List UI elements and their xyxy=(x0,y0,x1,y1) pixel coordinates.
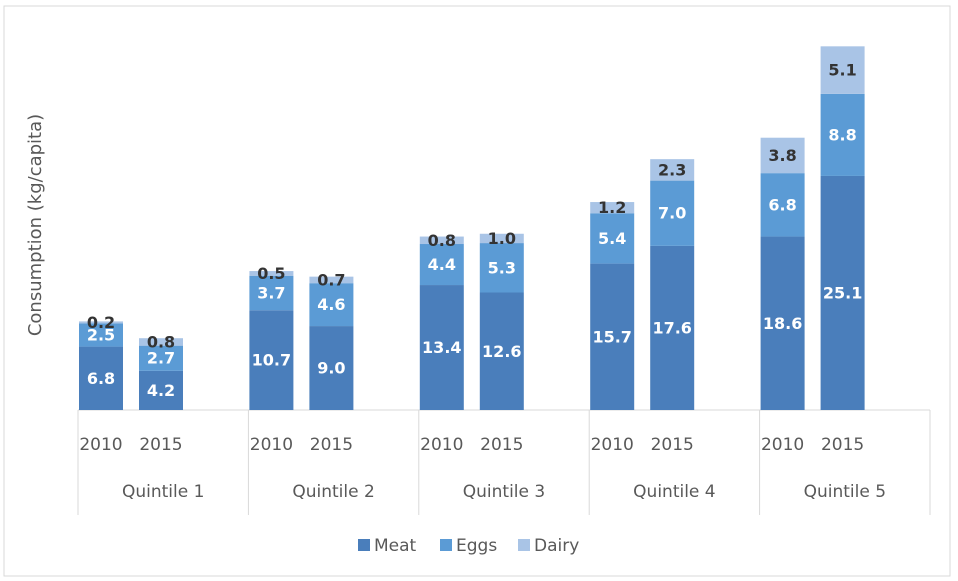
data-label: 5.4 xyxy=(598,229,626,248)
bar-segment xyxy=(590,202,635,214)
bar-segment xyxy=(650,245,695,410)
x-tick-label: 2010 xyxy=(250,435,293,455)
bar-segment xyxy=(419,244,464,286)
data-label: 4.2 xyxy=(147,381,175,400)
data-label: 1.0 xyxy=(488,229,516,248)
x-tick-label: 2010 xyxy=(79,435,122,455)
data-label: 0.2 xyxy=(87,313,115,332)
x-tick-label: 2015 xyxy=(821,435,864,455)
legend-swatch xyxy=(358,539,370,551)
x-tick-label: 2015 xyxy=(480,435,523,455)
data-label: 10.7 xyxy=(252,351,291,370)
data-label: 17.6 xyxy=(652,318,691,337)
data-label: 12.6 xyxy=(482,342,521,361)
bar-segment xyxy=(419,285,464,410)
data-label: 5.1 xyxy=(828,61,856,80)
bar-segment xyxy=(139,345,183,371)
data-label: 2.7 xyxy=(147,349,175,368)
group-label: Quintile 2 xyxy=(292,482,374,502)
data-label: 7.0 xyxy=(658,204,686,223)
bar-segment xyxy=(309,283,354,327)
bar-segment xyxy=(479,292,524,410)
data-label: 6.8 xyxy=(87,369,115,388)
data-label: 0.5 xyxy=(257,264,285,283)
data-label: 15.7 xyxy=(592,327,631,346)
data-label: 0.8 xyxy=(147,332,175,351)
x-tick-label: 2010 xyxy=(761,435,804,455)
data-label: 2.5 xyxy=(87,325,115,344)
data-label: 9.0 xyxy=(317,359,345,378)
bar-segment xyxy=(419,236,464,245)
bar-segment xyxy=(760,236,805,410)
data-label: 3.7 xyxy=(257,283,285,302)
bar-segment xyxy=(760,173,805,237)
bar-segment xyxy=(249,271,294,276)
data-label: 4.6 xyxy=(317,295,345,314)
group-label: Quintile 5 xyxy=(804,482,886,502)
legend-label: Dairy xyxy=(534,536,579,556)
x-tick-label: 2015 xyxy=(139,435,182,455)
group-label: Quintile 4 xyxy=(633,482,715,502)
data-label: 8.8 xyxy=(828,125,856,144)
bar-segment xyxy=(650,159,695,181)
bar-segment xyxy=(79,321,123,324)
data-label: 18.6 xyxy=(763,314,802,333)
group-label: Quintile 3 xyxy=(463,482,545,502)
bar-segment xyxy=(650,180,695,246)
data-label: 25.1 xyxy=(823,283,862,302)
bar-segment xyxy=(479,243,524,293)
bar-segment xyxy=(139,338,183,346)
bar-segment xyxy=(820,46,865,94)
data-label: 2.3 xyxy=(658,160,686,179)
bar-segment xyxy=(79,323,123,347)
legend-swatch xyxy=(518,539,530,551)
bar-segment xyxy=(309,326,354,410)
legend-label: Meat xyxy=(374,536,417,556)
bar-segment xyxy=(139,370,183,410)
data-label: 13.4 xyxy=(422,338,461,357)
legend-label: Eggs xyxy=(456,536,497,556)
bar-segment xyxy=(309,276,354,284)
chart-border xyxy=(3,5,951,577)
x-tick-label: 2010 xyxy=(591,435,634,455)
legend-swatch xyxy=(440,539,452,551)
x-tick-label: 2015 xyxy=(310,435,353,455)
bar-segment xyxy=(590,263,635,410)
data-label: 4.4 xyxy=(428,255,456,274)
group-label: Quintile 1 xyxy=(122,482,204,502)
x-tick-label: 2015 xyxy=(651,435,694,455)
bar-segment xyxy=(760,137,805,174)
bar-segment xyxy=(590,213,635,264)
data-label: 0.7 xyxy=(317,270,345,289)
data-label: 6.8 xyxy=(768,195,796,214)
bar-segment xyxy=(249,275,294,311)
x-tick-label: 2010 xyxy=(420,435,463,455)
y-axis-label: Consumption (kg/capita) xyxy=(25,114,46,336)
bar-segment xyxy=(820,175,865,410)
data-label: 3.8 xyxy=(768,146,796,165)
data-label: 0.8 xyxy=(428,231,456,250)
bar-segment xyxy=(479,233,524,244)
bar-segment xyxy=(820,93,865,176)
data-label: 5.3 xyxy=(488,258,516,277)
data-label: 1.2 xyxy=(598,198,626,217)
bar-segment xyxy=(249,310,294,410)
bar-segment xyxy=(79,346,123,410)
